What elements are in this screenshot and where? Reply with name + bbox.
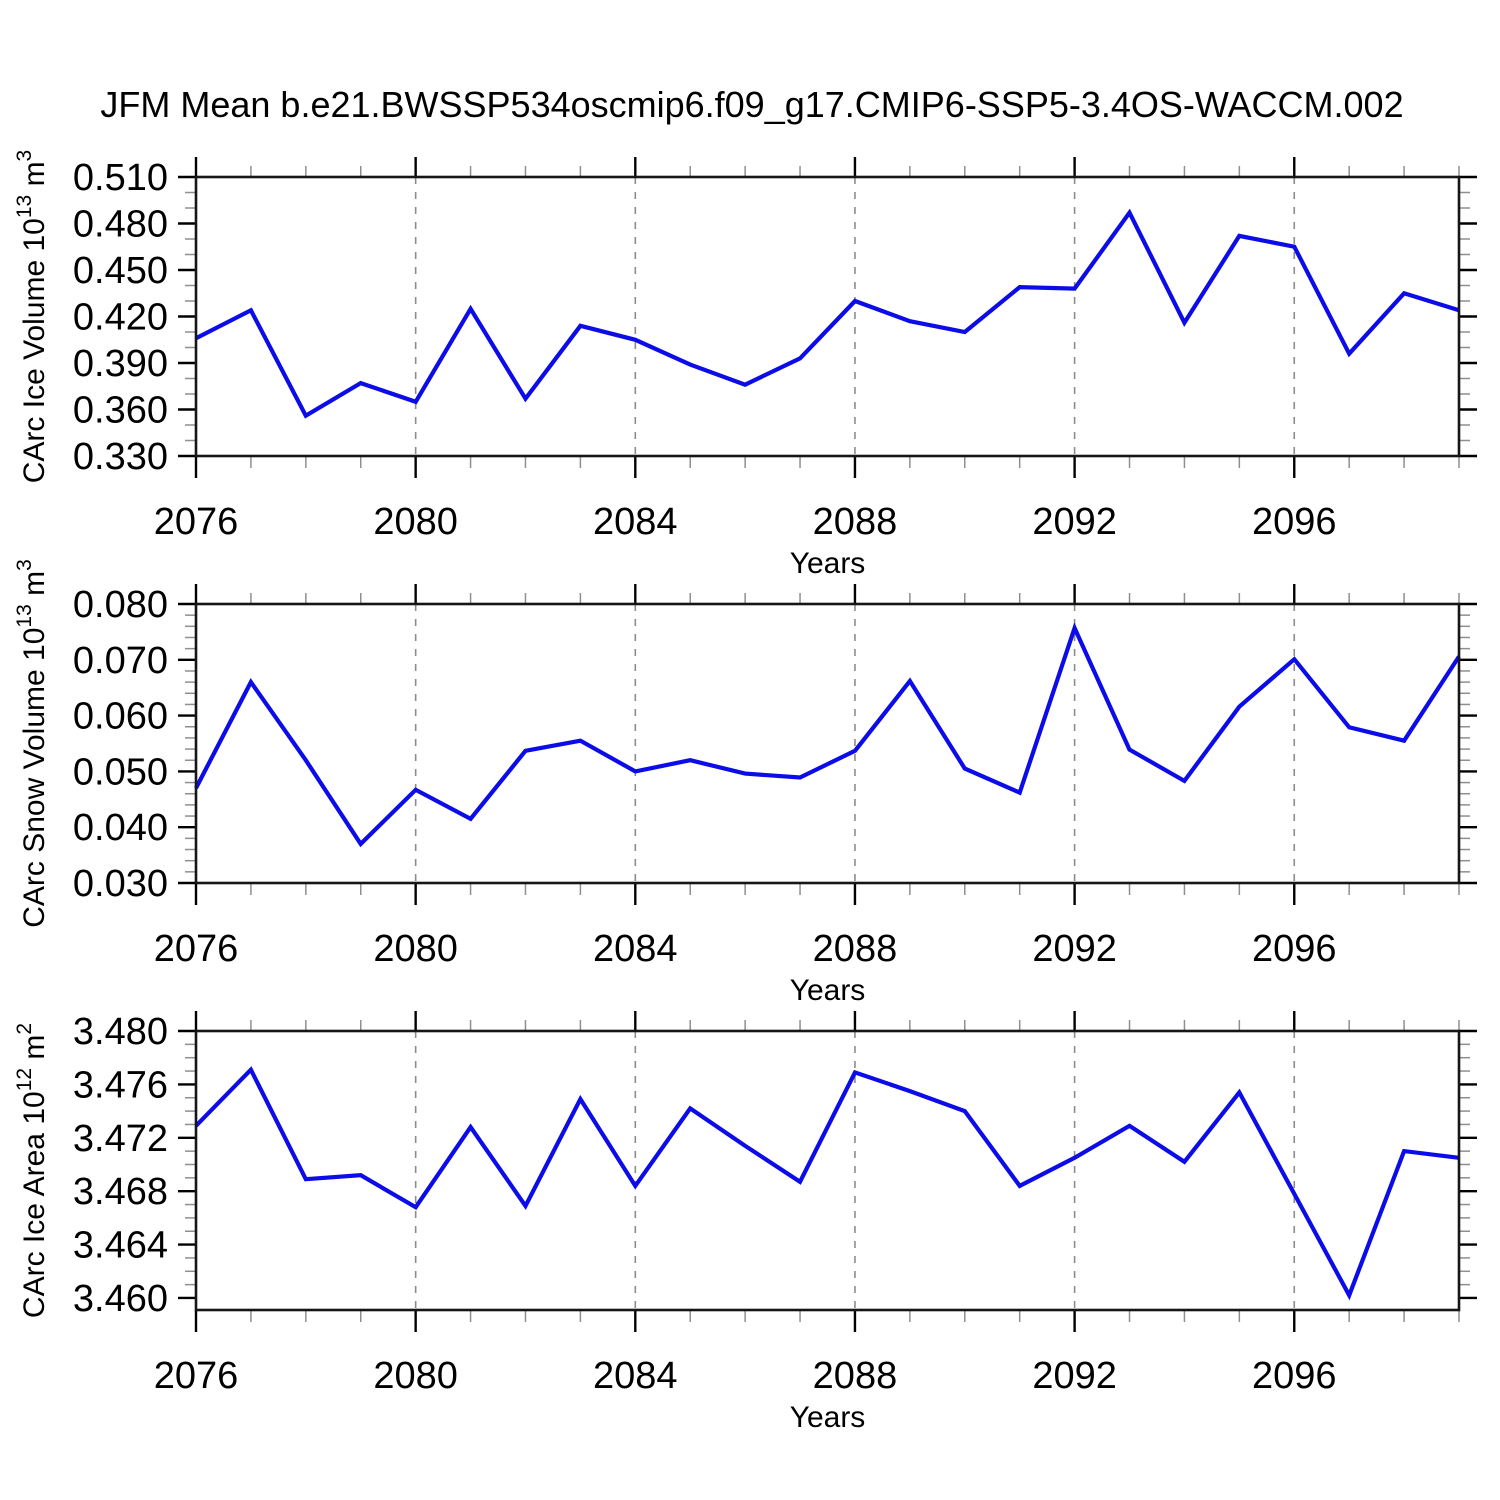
y-tick-label: 0.360 — [73, 390, 168, 432]
x-tick-label: 2088 — [813, 928, 898, 970]
y-tick-label: 0.390 — [73, 343, 168, 385]
x-tick-label: 2084 — [593, 1355, 678, 1397]
y-tick-label: 0.030 — [73, 863, 168, 905]
y-axis-title-ice-area: CArc Ice Area 1012 m2 — [13, 1023, 51, 1318]
y-tick-label: 0.480 — [73, 204, 168, 246]
x-tick-label: 2076 — [154, 1355, 239, 1397]
x-tick-label: 2088 — [813, 1355, 898, 1397]
panel-ice-area: 3.460 3.464 3.468 3.472 3.476 3.480 2076 2080 20… — [13, 1011, 1477, 1434]
x-tick-label: 2096 — [1252, 1355, 1337, 1397]
x-tick-label: 2084 — [593, 501, 678, 543]
y-tick-label: 3.468 — [73, 1171, 168, 1213]
y-axis-title-snow-volume: CArc Snow Volume 1013 m3 — [13, 559, 51, 928]
y-tick-label: 0.050 — [73, 751, 168, 793]
snow-volume-line-series — [194, 622, 1461, 848]
x-tick-label: 2092 — [1032, 928, 1117, 970]
y-tick-label: 3.472 — [73, 1118, 168, 1160]
y-tick-label: 3.460 — [73, 1278, 168, 1320]
x-axis-title-ice-volume: Years — [790, 547, 866, 580]
ice-volume-line-series — [195, 208, 1460, 419]
x-tick-label: 2096 — [1252, 501, 1337, 543]
y-tick-label: 0.080 — [73, 584, 168, 626]
ice-area-line-series — [194, 1066, 1460, 1301]
panel-border — [194, 602, 1461, 885]
y-tick-label: 0.330 — [73, 436, 168, 478]
panel-border — [194, 175, 1461, 458]
x-tick-label: 2076 — [154, 928, 239, 970]
y-tick-label: 0.060 — [73, 696, 168, 738]
y-axis-title-ice-volume: CArc Ice Volume 1013 m3 — [13, 150, 51, 484]
x-tick-label: 2080 — [373, 928, 458, 970]
x-tick-label: 2096 — [1252, 928, 1337, 970]
x-tick-label: 2092 — [1032, 1355, 1117, 1397]
x-tick-label: 2080 — [373, 501, 458, 543]
panel-snow-volume: 0.030 0.040 0.050 0.060 0.070 0.080 2076 2080 20… — [13, 559, 1477, 1007]
panel-border — [194, 1029, 1461, 1312]
x-tick-label: 2088 — [813, 501, 898, 543]
x-tick-label: 2076 — [154, 501, 239, 543]
x-tick-label: 2080 — [373, 1355, 458, 1397]
x-axis-title-ice-area: Years — [790, 1401, 866, 1434]
y-tick-label: 3.480 — [73, 1011, 168, 1053]
y-tick-label: 0.450 — [73, 250, 168, 292]
chart-title: JFM Mean b.e21.BWSSP534oscmip6.f09_g17.C… — [100, 84, 1403, 125]
x-axis-title-snow-volume: Years — [790, 974, 866, 1007]
y-tick-label: 0.040 — [73, 807, 168, 849]
y-tick-label: 3.464 — [73, 1225, 168, 1267]
y-tick-label: 0.510 — [73, 157, 168, 199]
x-tick-label: 2084 — [593, 928, 678, 970]
y-tick-label: 0.420 — [73, 297, 168, 339]
y-tick-label: 3.476 — [73, 1064, 168, 1106]
y-tick-label: 0.070 — [73, 640, 168, 682]
x-tick-label: 2092 — [1032, 501, 1117, 543]
